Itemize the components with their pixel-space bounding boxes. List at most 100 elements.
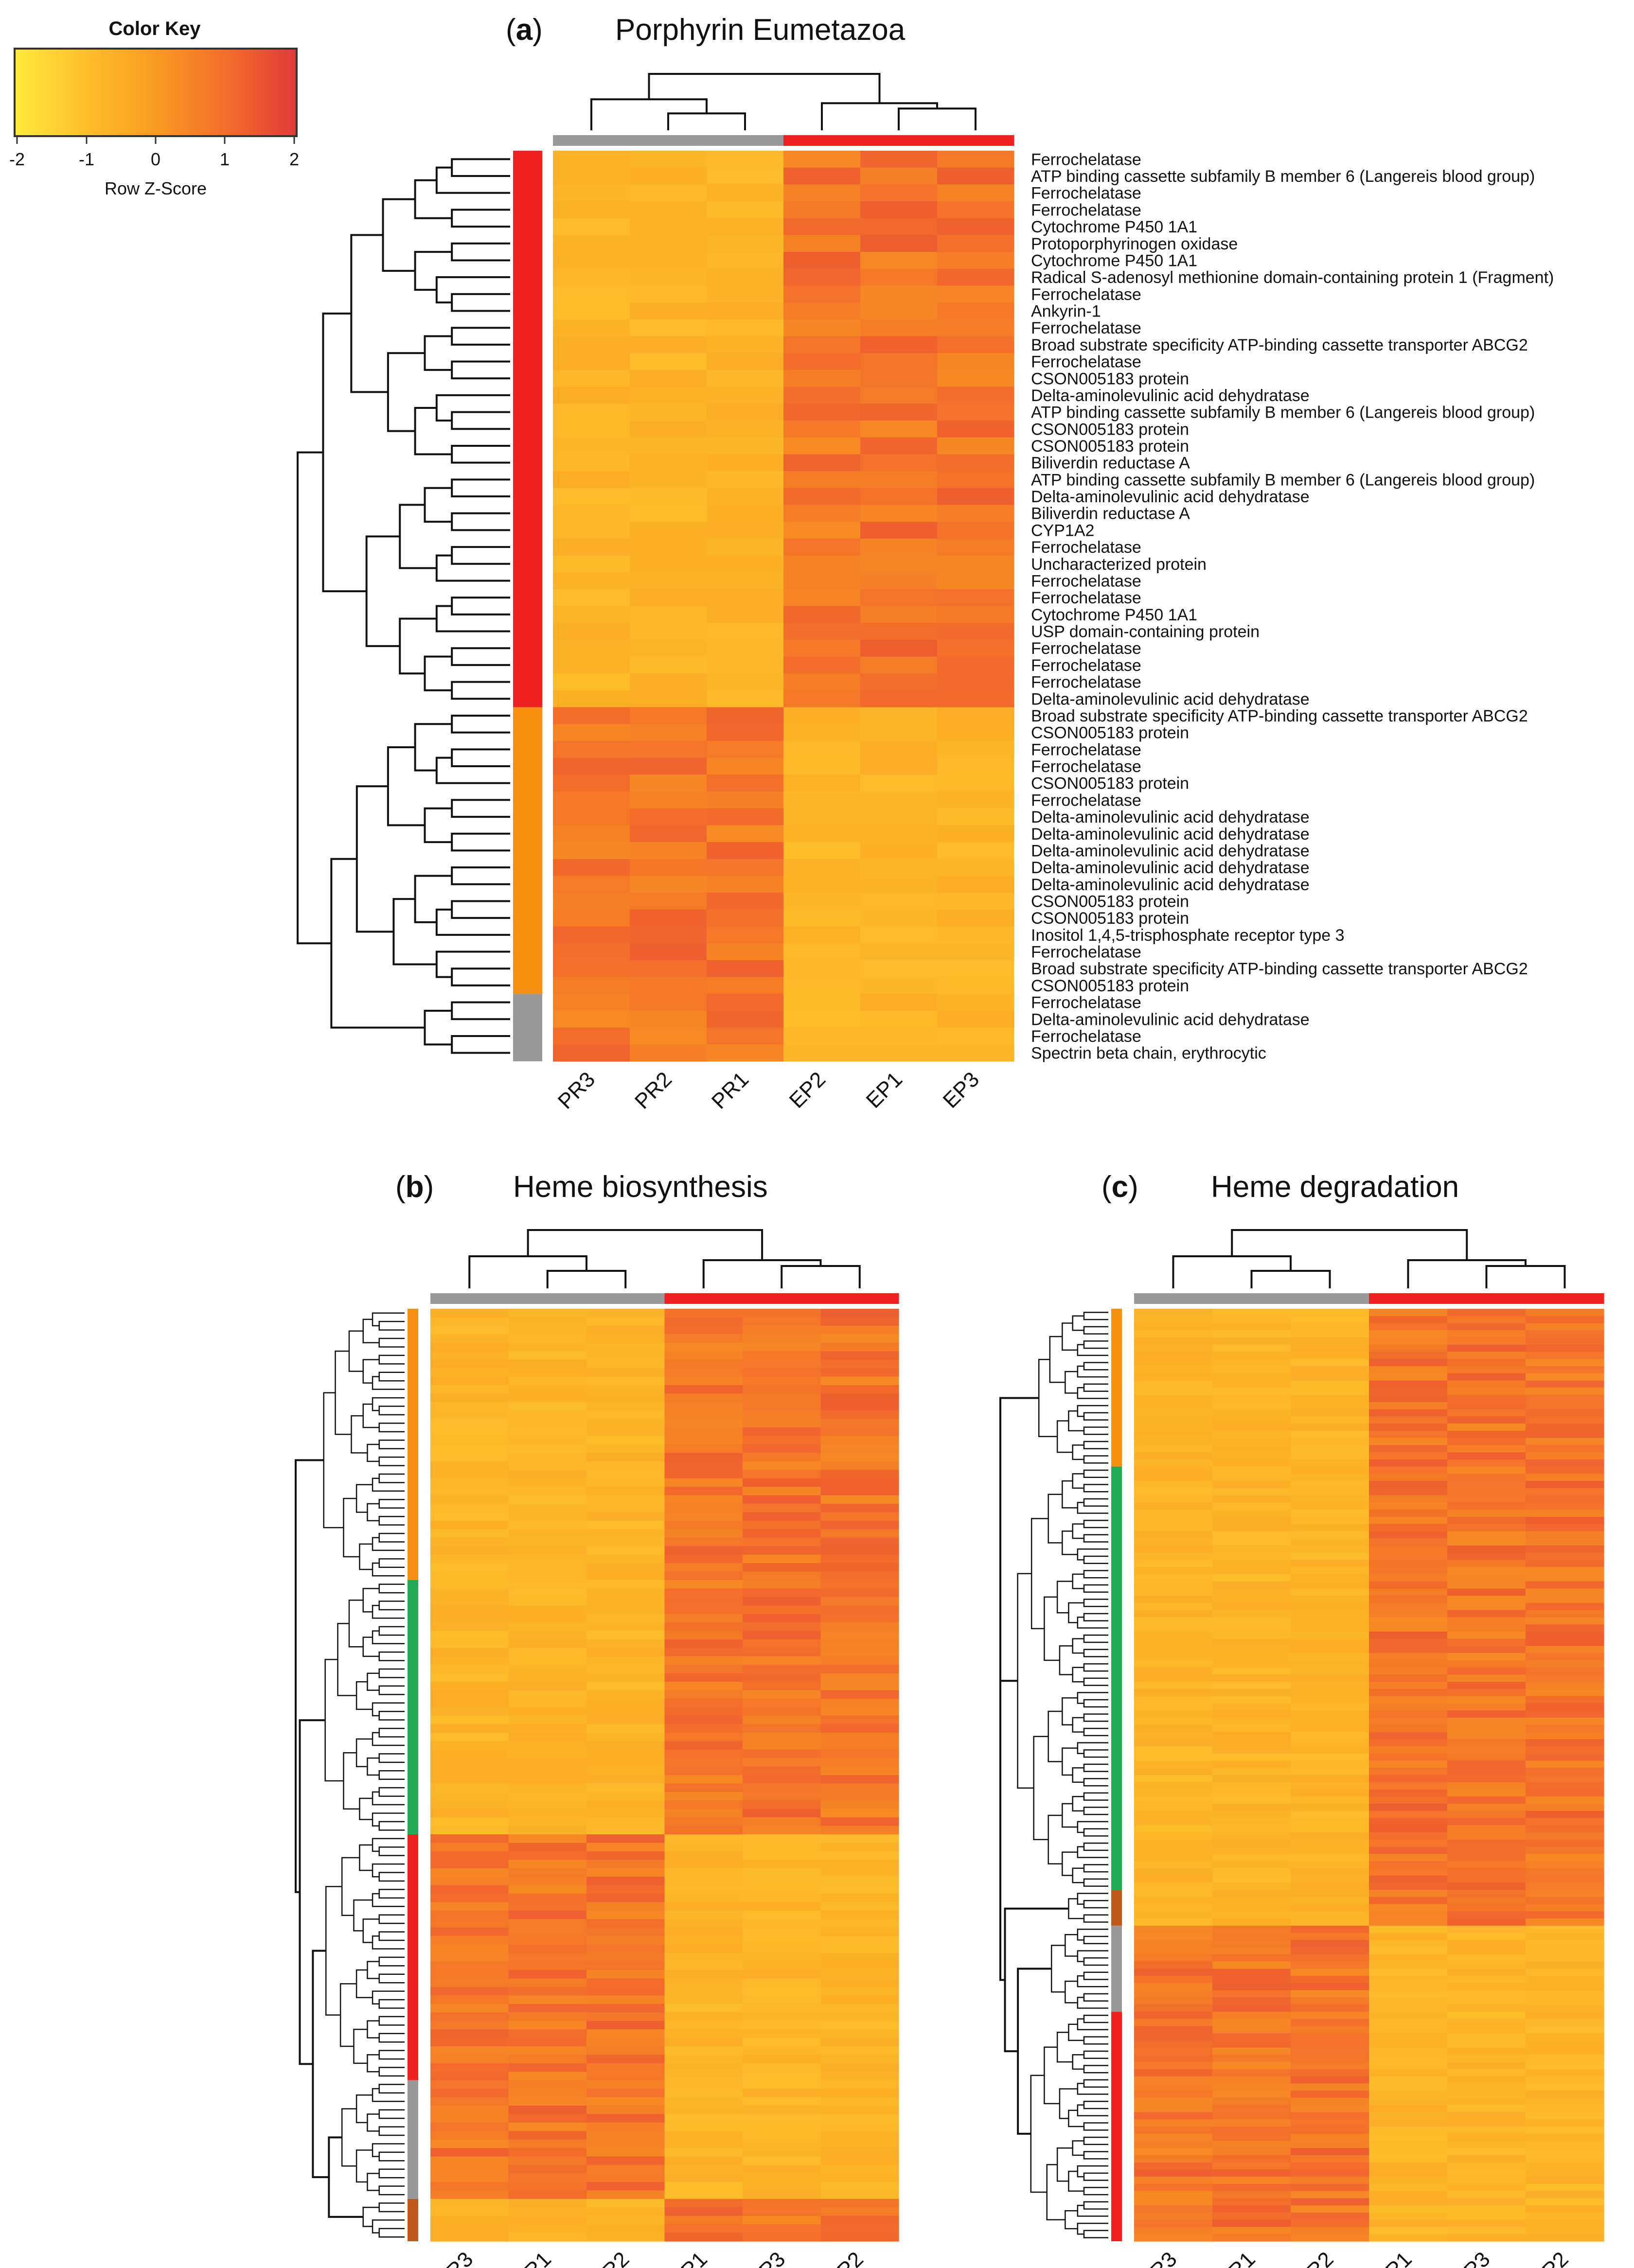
heatmap-cell (860, 1044, 938, 1062)
heatmap-cell (586, 1868, 665, 1877)
heatmap-cell (1526, 1890, 1604, 1898)
heatmap-cell (783, 859, 861, 877)
heatmap-cell (743, 1342, 821, 1352)
heatmap-cell (1447, 1380, 1526, 1388)
heatmap-cell (820, 1478, 899, 1487)
heatmap-cell (586, 1563, 665, 1572)
row-label: Cytochrome P450 1A1 (1031, 606, 1197, 624)
heatmap-cell (1526, 1782, 1604, 1790)
heatmap-cell (430, 1402, 509, 1411)
heatmap-cell (508, 1376, 587, 1386)
heatmap-cell (707, 757, 784, 775)
heatmap-cell (820, 1673, 899, 1682)
row-dendrogram-branch (1077, 1821, 1108, 1833)
heatmap-cell (707, 201, 784, 219)
heatmap-cell (1526, 1344, 1604, 1353)
heatmap-cell (553, 336, 630, 353)
heatmap-cell (707, 791, 784, 809)
heatmap-cell (1369, 2177, 1448, 2184)
row-dendrogram-branch (1083, 1792, 1108, 1801)
heatmap-cell (743, 1877, 821, 1886)
row-dendrogram-branch (451, 1001, 510, 1020)
panel-a-column-dendrogram (590, 73, 977, 130)
heatmap-cell (1212, 1588, 1291, 1596)
heatmap-cell (783, 336, 861, 353)
heatmap-cell (1447, 2234, 1526, 2242)
heatmap-cell (820, 1597, 899, 1606)
heatmap-cell (1291, 1388, 1369, 1395)
heatmap-cell (1369, 1660, 1448, 1668)
row-group-bar-segment (513, 994, 542, 1061)
heatmap-cell (508, 1317, 587, 1326)
heatmap-cell (1212, 1760, 1291, 1768)
heatmap-cell (430, 2148, 509, 2157)
heatmap-cell (1134, 1717, 1213, 1725)
panel-c-tag: (c) (1101, 1170, 1138, 1204)
heatmap-cell (586, 1376, 665, 1386)
heatmap-cell (1369, 1395, 1448, 1403)
heatmap-cell (820, 1682, 899, 1691)
heatmap-cell (1134, 1818, 1213, 1826)
heatmap-cell (1212, 1976, 1291, 1984)
heatmap-cell (664, 1809, 743, 1818)
row-dendrogram-branch (1062, 1803, 1078, 1828)
heatmap-cell (430, 1470, 509, 1479)
row-dendrogram-branch (359, 1543, 373, 1570)
row-dendrogram-branch (378, 1914, 405, 1924)
row-dendrogram-branch (378, 1515, 405, 1526)
heatmap-cell (820, 2038, 899, 2047)
heatmap-cell (783, 285, 861, 303)
heatmap-cell (508, 2080, 587, 2089)
heatmap-cell (1369, 1796, 1448, 1804)
heatmap-cell (1291, 1646, 1369, 1653)
heatmap-cell (1212, 1768, 1291, 1776)
heatmap-cell (508, 1843, 587, 1852)
row-dendrogram-branch (1072, 1444, 1084, 1460)
heatmap-cell (553, 353, 630, 370)
heatmap-cell (1291, 1789, 1369, 1797)
heatmap-cell (586, 2106, 665, 2115)
column-label: PR3 (553, 1067, 600, 1113)
column-label: PR1 (510, 2247, 556, 2268)
heatmap-cell (707, 454, 784, 472)
heatmap-cell (1447, 1875, 1526, 1883)
heatmap-cell (1134, 2047, 1213, 2055)
heatmap-cell (664, 1936, 743, 1945)
heatmap-cell (553, 302, 630, 320)
row-dendrogram-branch (1083, 1663, 1108, 1672)
row-label: Ferrochelatase (1031, 1027, 1141, 1046)
row-dendrogram-branch (295, 1459, 324, 1893)
heatmap-cell (1134, 2148, 1213, 2156)
heatmap-cell (586, 2156, 665, 2165)
heatmap-cell (1369, 1560, 1448, 1567)
heatmap-cell (508, 1385, 587, 1394)
heatmap-cell (820, 1834, 899, 1844)
heatmap-cell (1447, 2083, 1526, 2091)
heatmap-cell (937, 926, 1014, 944)
heatmap-cell (664, 1927, 743, 1936)
heatmap-cell (553, 960, 630, 978)
heatmap-cell (783, 690, 861, 708)
row-dendrogram-branch (378, 1651, 405, 1661)
heatmap-cell (1369, 2069, 1448, 2077)
heatmap-cell (1369, 1459, 1448, 1467)
heatmap-cell (508, 1894, 587, 1903)
heatmap-cell (508, 1919, 587, 1928)
heatmap-cell (1369, 1617, 1448, 1625)
heatmap-cell (1526, 1825, 1604, 1833)
heatmap-cell (1291, 2112, 1369, 2120)
heatmap-cell (707, 302, 784, 320)
heatmap-cell (553, 420, 630, 438)
heatmap-cell (1369, 1316, 1448, 1324)
heatmap-cell (1212, 1330, 1291, 1338)
row-dendrogram-branch (451, 900, 510, 919)
heatmap-cell (586, 1843, 665, 1852)
heatmap-cell (430, 1537, 509, 1547)
heatmap-cell (820, 2156, 899, 2165)
heatmap-cell (820, 1919, 899, 1928)
heatmap-cell (1291, 1760, 1369, 1768)
heatmap-cell (1369, 1753, 1448, 1761)
heatmap-cell (664, 2072, 743, 2081)
heatmap-cell (1447, 1976, 1526, 1984)
heatmap-cell (1212, 2162, 1291, 2170)
